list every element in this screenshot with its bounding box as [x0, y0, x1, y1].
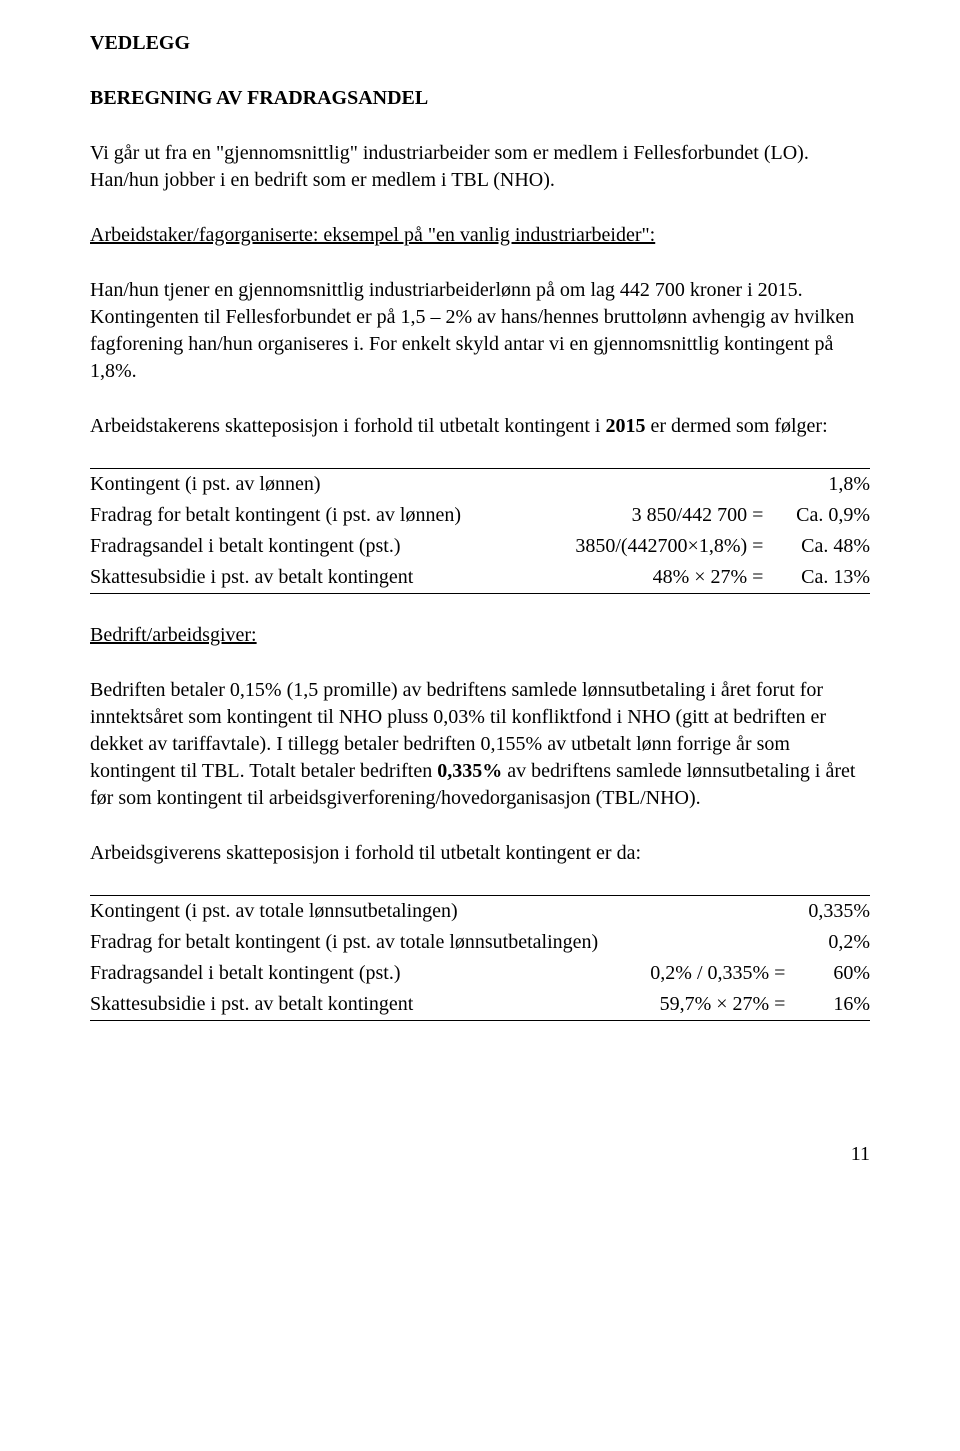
- table-row: Kontingent (i pst. av totale lønnsutbeta…: [90, 896, 870, 928]
- table-row: Kontingent (i pst. av lønnen) 1,8%: [90, 469, 870, 501]
- cell-label: Kontingent (i pst. av totale lønnsutbeta…: [90, 896, 638, 928]
- cell-calc: [638, 927, 803, 958]
- cell-value: Ca. 48%: [781, 531, 870, 562]
- table-row: Fradragsandel i betalt kontingent (pst.)…: [90, 531, 870, 562]
- section2-lead: Arbeidsgiverens skatteposisjon i forhold…: [90, 840, 870, 867]
- table-row: Skattesubsidie i pst. av betalt kontinge…: [90, 562, 870, 594]
- section1-body: Han/hun tjener en gjennomsnittlig indust…: [90, 277, 870, 385]
- cell-calc: 3850/(442700×1,8%) =: [535, 531, 782, 562]
- cell-calc: [535, 469, 782, 501]
- cell-label: Kontingent (i pst. av lønnen): [90, 469, 535, 501]
- cell-calc: 59,7% × 27% =: [638, 989, 803, 1021]
- table-row: Fradrag for betalt kontingent (i pst. av…: [90, 500, 870, 531]
- table-row: Fradragsandel i betalt kontingent (pst.)…: [90, 958, 870, 989]
- cell-label: Skattesubsidie i pst. av betalt kontinge…: [90, 989, 638, 1021]
- cell-calc: 48% × 27% =: [535, 562, 782, 594]
- table-arbeidstaker: Kontingent (i pst. av lønnen) 1,8% Fradr…: [90, 468, 870, 594]
- cell-label: Fradragsandel i betalt kontingent (pst.): [90, 958, 638, 989]
- table-arbeidsgiver: Kontingent (i pst. av totale lønnsutbeta…: [90, 895, 870, 1021]
- cell-calc: [638, 896, 803, 928]
- section2-body: Bedriften betaler 0,15% (1,5 promille) a…: [90, 677, 870, 812]
- cell-value: Ca. 13%: [781, 562, 870, 594]
- cell-label: Fradrag for betalt kontingent (i pst. av…: [90, 927, 638, 958]
- cell-value: Ca. 0,9%: [781, 500, 870, 531]
- main-heading: BEREGNING AV FRADRAGSANDEL: [90, 85, 870, 112]
- section1-lead-year: 2015: [605, 415, 645, 437]
- cell-value: 0,335%: [803, 896, 870, 928]
- section1-lead-a: Arbeidstakerens skatteposisjon i forhold…: [90, 415, 605, 437]
- cell-label: Skattesubsidie i pst. av betalt kontinge…: [90, 562, 535, 594]
- cell-value: 1,8%: [781, 469, 870, 501]
- cell-label: Fradrag for betalt kontingent (i pst. av…: [90, 500, 535, 531]
- section2-body-bold: 0,335%: [437, 760, 502, 782]
- cell-calc: 0,2% / 0,335% =: [638, 958, 803, 989]
- intro-paragraph: Vi går ut fra en "gjennomsnittlig" indus…: [90, 140, 870, 194]
- cell-value: 60%: [803, 958, 870, 989]
- page-number: 11: [90, 1141, 870, 1168]
- cell-calc: 3 850/442 700 =: [535, 500, 782, 531]
- cell-value: 0,2%: [803, 927, 870, 958]
- cell-value: 16%: [803, 989, 870, 1021]
- section1-heading: Arbeidstaker/fagorganiserte: eksempel på…: [90, 224, 655, 246]
- section1-lead: Arbeidstakerens skatteposisjon i forhold…: [90, 413, 870, 440]
- section1-lead-b: er dermed som følger:: [645, 415, 827, 437]
- table-row: Fradrag for betalt kontingent (i pst. av…: [90, 927, 870, 958]
- section2-heading: Bedrift/arbeidsgiver:: [90, 624, 257, 646]
- table-row: Skattesubsidie i pst. av betalt kontinge…: [90, 989, 870, 1021]
- doc-title: VEDLEGG: [90, 30, 870, 57]
- cell-label: Fradragsandel i betalt kontingent (pst.): [90, 531, 535, 562]
